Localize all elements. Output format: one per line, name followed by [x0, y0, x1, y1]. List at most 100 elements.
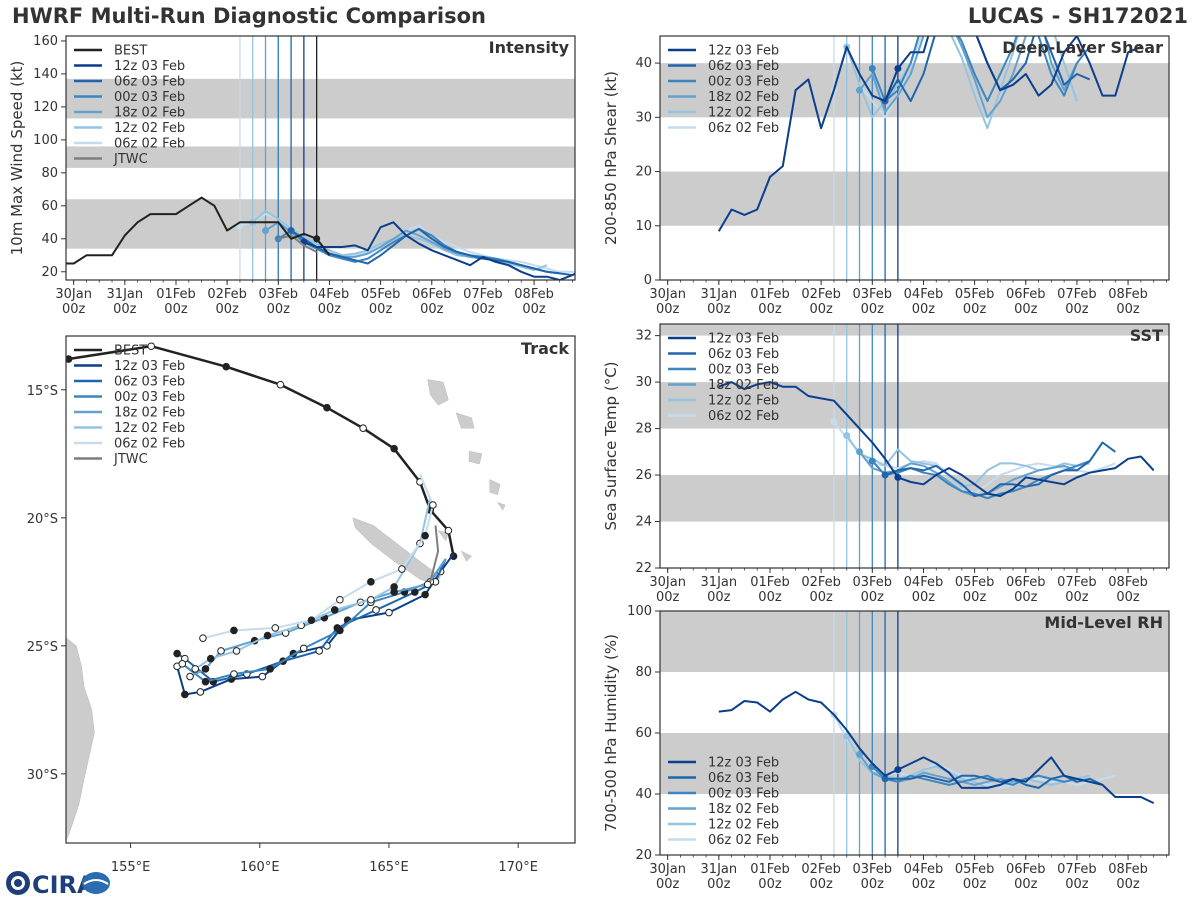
shaded-band: [66, 78, 575, 119]
y-tick-label: 20: [635, 848, 652, 863]
track-point-best: [359, 424, 367, 432]
track-point-06z-03-feb: [173, 649, 181, 658]
track-point-best: [66, 355, 73, 363]
legend-label-12z-02-feb: 12z 02 Feb: [708, 818, 779, 833]
track-title: Track: [521, 339, 569, 358]
track-point-00z-03-feb: [266, 665, 274, 673]
track-point-12z-02-feb: [206, 654, 215, 663]
legend-label-12z-03-feb: 12z 03 Feb: [708, 756, 779, 771]
y-tick-label: 24: [635, 515, 652, 530]
y-tick-label: 120: [33, 100, 58, 115]
intensity-plot-area: [66, 36, 575, 280]
track-point-00z-03-feb: [230, 670, 238, 678]
x-tick-label: 00z: [656, 590, 680, 605]
x-tick-label: 00z: [1014, 590, 1038, 605]
x-tick-label: 08Feb: [1108, 862, 1148, 877]
x-tick-label: 01Feb: [750, 575, 790, 590]
legend-label-12z-02-feb: 12z 02 Feb: [708, 394, 779, 409]
storm-title: LUCAS - SH172021: [967, 4, 1188, 28]
x-tick-label: 00z: [267, 302, 291, 317]
track-point-06z-02-feb: [271, 624, 280, 632]
track-point-best: [276, 380, 285, 389]
track-point-06z-02-feb: [421, 531, 429, 540]
rh-panel: 2040608010030Jan00z31Jan00z01Feb00z02Feb…: [602, 604, 1170, 892]
x-tick-label: 00z: [809, 877, 833, 892]
track-point-06z-02-feb: [367, 578, 375, 586]
landmass: [468, 450, 483, 465]
x-tick-label: 00z: [1116, 302, 1140, 317]
x-tick-label: 00z: [369, 302, 393, 317]
x-tick-label: 00z: [1065, 302, 1089, 317]
track-point-best: [222, 362, 230, 371]
y-tick-label: 80: [41, 166, 58, 181]
track-point-12z-03-feb: [385, 608, 393, 617]
x-tick-label: 05Feb: [955, 575, 995, 590]
series-line-best: [66, 196, 331, 265]
init-marker-18z-02-feb: [856, 750, 864, 758]
track-point-06z-03-feb: [315, 647, 324, 655]
shear-frame: [659, 35, 1170, 281]
legend-label-00z-03-feb: 00z 03 Feb: [114, 90, 185, 105]
series-line-06z-03-feb: [884, 441, 1116, 497]
x-tick-label: 03Feb: [853, 575, 893, 590]
x-tick-label: 01Feb: [156, 287, 196, 302]
legend-label-06z-03-feb: 06z 03 Feb: [708, 771, 779, 786]
intensity-panel: 2040608010012014016030Jan00z31Jan00z01Fe…: [8, 34, 576, 317]
shear-title: Deep-Layer Shear: [1002, 38, 1163, 57]
x-tick-label: 00z: [912, 877, 936, 892]
legend-label-12z-03-feb: 12z 03 Feb: [708, 332, 779, 347]
x-tick-label: 31Jan: [701, 575, 738, 590]
legend-label-18z-02-feb: 18z 02 Feb: [708, 378, 779, 393]
x-tick-label: 01Feb: [750, 862, 790, 877]
x-tick-label: 03Feb: [259, 287, 299, 302]
x-tick-label: 00z: [1065, 877, 1089, 892]
shaded-band: [660, 611, 1169, 672]
track-point-12z-03-feb: [258, 672, 267, 681]
y-tick-label: 40: [635, 56, 652, 71]
x-tick-label: 04Feb: [904, 287, 944, 302]
x-tick-label: 00z: [758, 302, 782, 317]
y-tick-label: 100: [33, 133, 58, 148]
track-point-00z-03-feb: [336, 626, 344, 635]
y-tick-label: 20: [635, 165, 652, 180]
sst-title: SST: [1130, 326, 1163, 345]
x-tick-label: 07Feb: [463, 287, 503, 302]
init-marker-12z-02-feb: [843, 732, 851, 740]
y-tick-label: 10: [635, 219, 652, 234]
x-tick-label: 00z: [113, 302, 137, 317]
track-point-06z-02-feb: [199, 634, 207, 642]
init-marker-06z-03-feb: [881, 775, 889, 783]
track-frame: [65, 335, 576, 844]
x-tick-label: 00z: [318, 302, 342, 317]
track-point-12z-02-feb: [232, 647, 241, 655]
series-line-12z-03-feb: [718, 381, 1155, 497]
x-tick-label: 06Feb: [412, 287, 452, 302]
landmass: [489, 478, 501, 496]
x-tick-label: 00z: [420, 302, 444, 317]
x-tick-label: 06Feb: [1006, 575, 1046, 590]
x-tick-label: 00z: [758, 877, 782, 892]
y-tick-label: 30: [635, 110, 652, 125]
x-tick-label: 00z: [707, 590, 731, 605]
legend-label-12z-03-feb: 12z 03 Feb: [114, 59, 185, 74]
track-point-00z-03-feb: [178, 659, 187, 668]
track-point-12z-02-feb: [390, 583, 398, 591]
x-tick-label: 00z: [1065, 590, 1089, 605]
track-line-12z-03-feb: [176, 553, 455, 696]
track-point-06z-03-feb: [372, 606, 380, 614]
y-tick-label: 20: [41, 265, 58, 280]
shaded-band: [66, 199, 575, 249]
landmass: [427, 379, 449, 406]
x-tick-label: 07Feb: [1057, 862, 1097, 877]
x-tick-label: 30Jan: [649, 862, 686, 877]
x-tick-label: 00z: [707, 877, 731, 892]
track-line-12z-02-feb: [194, 497, 432, 670]
rh-title: Mid-Level RH: [1044, 613, 1163, 632]
sst-plot-area: [660, 324, 1169, 568]
y-tick-label: 60: [635, 726, 652, 741]
series-line-12z-03-feb: [718, 690, 1155, 805]
x-tick-label: 01Feb: [750, 287, 790, 302]
x-tick-label: 00z: [707, 302, 731, 317]
y-tick-label: 30°S: [27, 768, 58, 783]
